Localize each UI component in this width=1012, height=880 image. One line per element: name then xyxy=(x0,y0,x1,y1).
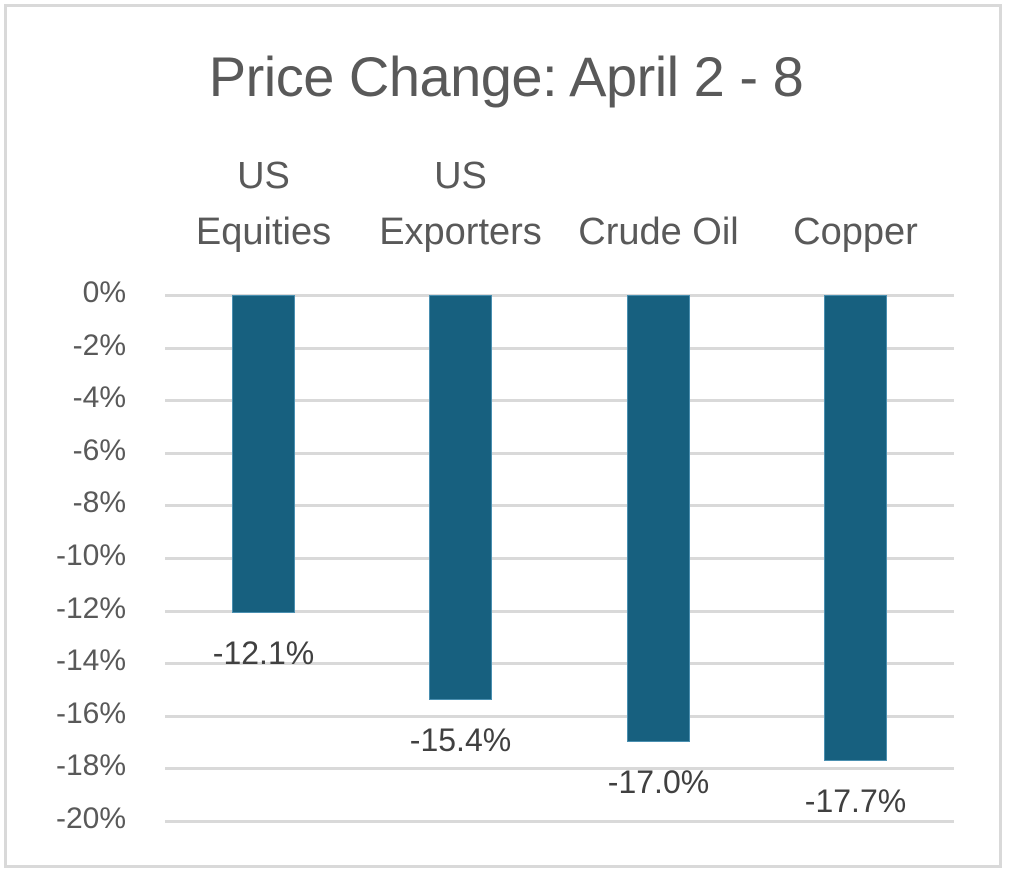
gridline xyxy=(165,714,954,718)
gridline xyxy=(165,820,954,823)
gridline xyxy=(165,451,954,455)
category-label: US Equities xyxy=(195,155,332,253)
category-label: US Exporters xyxy=(379,155,542,253)
data-label: -15.4% xyxy=(409,722,512,759)
y-tick-label: 0% xyxy=(82,276,126,309)
bar xyxy=(232,295,295,614)
y-tick-label: -6% xyxy=(72,433,126,467)
y-tick-label: -2% xyxy=(72,328,126,362)
gridline xyxy=(165,504,954,508)
gridline xyxy=(165,767,954,771)
gridline xyxy=(165,346,954,350)
bar xyxy=(824,295,887,761)
gridline xyxy=(165,399,954,403)
y-tick-label: -14% xyxy=(55,644,126,678)
y-tick-label: -8% xyxy=(72,486,126,520)
y-tick-label: -4% xyxy=(72,381,126,415)
category-label: Crude Oil xyxy=(578,211,739,253)
bar xyxy=(429,295,492,701)
chart-title: Price Change: April 2 - 8 xyxy=(208,45,804,108)
gridline xyxy=(165,294,954,297)
gridline xyxy=(165,609,954,613)
data-label: -17.7% xyxy=(804,782,907,819)
bar xyxy=(627,295,690,743)
category-label: Copper xyxy=(793,211,918,253)
gridline xyxy=(165,662,954,666)
data-label: -12.1% xyxy=(212,635,315,672)
gridline xyxy=(165,557,954,560)
data-label: -17.0% xyxy=(607,764,710,801)
y-tick-label: -16% xyxy=(55,696,126,730)
y-tick-label: -20% xyxy=(55,802,126,835)
y-tick-label: -18% xyxy=(55,749,126,783)
y-tick-label: -12% xyxy=(55,591,126,625)
y-tick-label: -10% xyxy=(55,539,126,572)
